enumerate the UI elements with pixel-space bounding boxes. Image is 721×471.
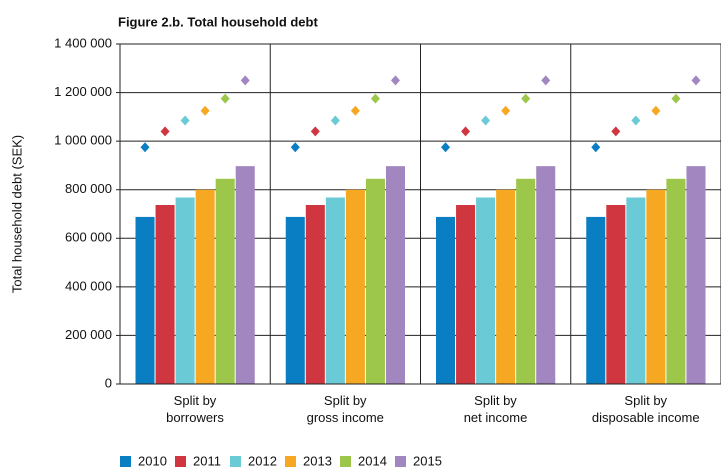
marker: [390, 75, 400, 86]
bar: [516, 178, 536, 384]
legend-label: 2010: [138, 453, 167, 468]
marker: [651, 105, 661, 116]
bar: [215, 178, 235, 384]
y-tick-label: 0: [105, 375, 112, 390]
marker: [180, 115, 190, 126]
chart-title: Figure 2.b. Total household debt: [118, 14, 318, 29]
legend-swatch: [340, 456, 351, 467]
bar: [135, 216, 155, 384]
marker: [481, 115, 491, 126]
bar: [285, 216, 305, 384]
marker: [441, 142, 451, 153]
marker: [671, 93, 681, 104]
bar: [436, 216, 456, 384]
bar: [305, 205, 325, 384]
marker: [611, 126, 621, 137]
marker: [591, 142, 601, 153]
legend-label: 2014: [358, 453, 387, 468]
x-tick-label: Split by borrowers: [166, 393, 224, 425]
legend-swatch: [175, 456, 186, 467]
x-tick-label: Split by disposable income: [591, 393, 700, 425]
y-tick-label: 1 200 000: [54, 84, 112, 99]
bar: [536, 166, 556, 384]
marker: [240, 75, 250, 86]
marker: [330, 115, 340, 126]
bar: [456, 205, 476, 384]
marker: [691, 75, 701, 86]
bar: [606, 205, 626, 384]
y-tick-label: 800 000: [65, 181, 112, 196]
marker: [140, 142, 150, 153]
y-tick-label: 1 400 000: [54, 35, 112, 50]
bar: [686, 166, 706, 384]
legend-label: 2015: [413, 453, 442, 468]
bar: [626, 197, 646, 384]
marker: [350, 105, 360, 116]
y-tick-label: 200 000: [65, 327, 112, 342]
legend-label: 2011: [193, 453, 221, 468]
legend-swatch: [120, 456, 131, 467]
bar: [195, 189, 215, 384]
marker: [541, 75, 551, 86]
y-tick-label: 600 000: [65, 230, 112, 245]
marker: [200, 105, 210, 116]
bar: [155, 205, 175, 384]
marker: [310, 126, 320, 137]
y-axis-label: Total household debt (SEK): [9, 135, 24, 293]
bar: [365, 178, 385, 384]
marker: [220, 93, 230, 104]
bar: [586, 216, 606, 384]
x-tick-label: Split by net income: [463, 393, 528, 425]
bar: [385, 166, 405, 384]
bar: [666, 178, 686, 384]
legend-label: 2012: [248, 453, 277, 468]
marker: [290, 142, 300, 153]
legend-swatch: [230, 456, 241, 467]
y-tick-label: 400 000: [65, 278, 112, 293]
bar: [235, 166, 255, 384]
bar: [496, 189, 516, 384]
bar: [175, 197, 195, 384]
marker: [160, 126, 170, 137]
bar: [476, 197, 496, 384]
marker: [370, 93, 380, 104]
marker: [501, 105, 511, 116]
marker: [461, 126, 471, 137]
legend-swatch: [285, 456, 296, 467]
x-tick-label: Split by gross income: [306, 393, 384, 425]
marker: [521, 93, 531, 104]
marker: [631, 115, 641, 126]
bar: [325, 197, 345, 384]
bar: [345, 189, 365, 384]
legend-swatch: [395, 456, 406, 467]
y-tick-label: 1 000 000: [54, 133, 112, 148]
legend-label: 2013: [303, 453, 332, 468]
bar: [646, 189, 666, 384]
